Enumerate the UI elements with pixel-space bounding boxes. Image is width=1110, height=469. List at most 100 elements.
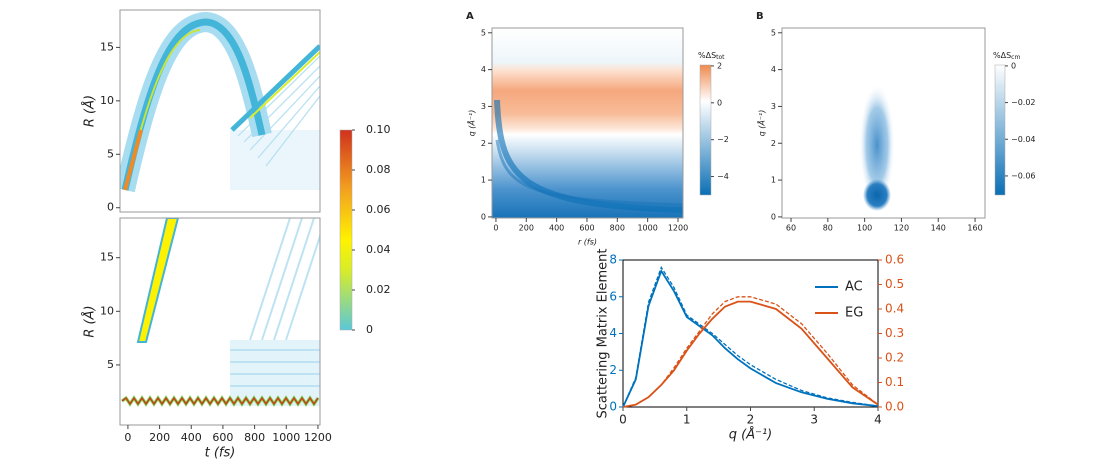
y-tick-label: 2 [481, 139, 486, 148]
x-tick-label: 0 [493, 224, 498, 233]
y2-tick-label: 0.3 [885, 326, 904, 340]
y-tick-label: 1 [771, 176, 776, 185]
y2-tick-label: 0.2 [885, 351, 904, 365]
x-tick-label: 400 [181, 431, 202, 444]
y-tick-label: 3 [481, 102, 486, 111]
colorbar-tick-label: 0.04 [366, 243, 391, 256]
colorbar-tick-label: −0.04 [1011, 135, 1036, 144]
x-tick-label: 0 [124, 431, 131, 444]
y-tick-label: 4 [609, 326, 617, 340]
colorbar-tick-label: 0.06 [366, 203, 391, 216]
y-tick-label: 15 [100, 251, 114, 264]
colorbar-tick-label: 0.10 [366, 123, 391, 136]
x-tick-label: 4 [874, 413, 882, 427]
y-tick-label: 5 [107, 147, 114, 160]
y-tick-label: 10 [100, 94, 114, 107]
x-tick-label: 1000 [272, 431, 300, 444]
x-tick-label: 400 [549, 224, 564, 233]
x-tick-label: 1200 [304, 431, 332, 444]
colorbar [994, 64, 1006, 196]
y-tick-label: 0 [771, 212, 776, 221]
plot-frame [119, 9, 321, 213]
x-tick-label: 60 [786, 224, 796, 233]
y2-tick-label: 0.0 [885, 400, 904, 414]
colorbar-label: %ΔScm [993, 51, 1020, 61]
y-tick-label: 6 [609, 289, 617, 303]
heatmap-content [121, 218, 320, 407]
y2-tick-label: 0.6 [885, 253, 904, 267]
colorbar-tick-label: 0.02 [366, 283, 391, 296]
panel-label: A [466, 11, 474, 22]
x-tick-label: 120 [894, 224, 909, 233]
colorbar-tick-label: 2 [717, 61, 722, 70]
y-axis-label: Scattering Matrix Element [596, 248, 611, 418]
x-tick-label: 600 [579, 224, 594, 233]
y-axis-label: R (Å) [82, 95, 98, 127]
y2-tick-label: 0.1 [885, 375, 904, 389]
y2-tick-label: 0.4 [885, 302, 904, 316]
heatmap-content [492, 28, 895, 218]
panel-label: B [756, 11, 764, 22]
y-tick-label: 4 [481, 65, 486, 74]
y-tick-label: 10 [100, 304, 114, 317]
colorbar-tick-label: 0.08 [366, 163, 391, 176]
colorbar-tick-label: 0 [717, 98, 722, 107]
x-tick-label: 140 [931, 224, 946, 233]
x-tick-label: 1200 [668, 224, 688, 233]
heatmap-content [120, 11, 320, 193]
colorbar-tick-label: −4 [717, 172, 729, 181]
y-tick-label: 4 [771, 65, 776, 74]
x-tick-label: 1000 [637, 224, 657, 233]
colorbar-label-main: %ΔS [698, 51, 716, 60]
y-tick-label: 1 [481, 176, 486, 185]
x-axis-label: r (fs) [578, 238, 597, 247]
y-tick-label: 0 [107, 201, 114, 214]
colorbar-label: %ΔStot [698, 51, 725, 61]
y-tick-label: 3 [771, 102, 776, 111]
legend-label: AC [845, 280, 863, 295]
colorbar-label-sub: cm [1011, 54, 1020, 61]
x-tick-label: 100 [857, 224, 872, 233]
x-tick-label: 1 [683, 413, 691, 427]
x-axis-label: q (Å⁻¹) [729, 427, 773, 443]
plot-frame [491, 27, 684, 219]
y-tick-label: 0 [481, 212, 486, 221]
series-line-dashed [622, 265, 879, 408]
colorbar-tick-label: −0.06 [1011, 171, 1036, 180]
y-tick-label: 0 [609, 400, 617, 414]
x-tick-label: 2 [747, 413, 755, 427]
y2-tick-label: 0.5 [885, 277, 904, 291]
x-tick-label: 800 [244, 431, 265, 444]
x-tick-label: 200 [519, 224, 534, 233]
colorbar [699, 64, 712, 196]
colorbar-label-sub: tot [716, 54, 725, 61]
series-line [622, 300, 879, 408]
x-tick-label: 80 [823, 224, 833, 233]
y-tick-label: 2 [609, 363, 617, 377]
y-axis-label: q (Å⁻¹) [466, 110, 477, 137]
x-tick-label: 160 [967, 224, 982, 233]
plot-frame [781, 27, 986, 219]
y-tick-label: 5 [481, 28, 486, 37]
x-tick-label: 200 [149, 431, 170, 444]
y-tick-label: 5 [771, 28, 776, 37]
x-tick-label: 800 [610, 224, 625, 233]
colorbar-tick-label: 0 [1011, 61, 1016, 70]
colorbar-tick-label: 0 [366, 323, 373, 336]
colorbar-tick-label: −2 [717, 135, 729, 144]
plot-frame [119, 217, 321, 426]
series-line [622, 268, 879, 408]
y-tick-label: 2 [771, 139, 776, 148]
x-tick-label: 600 [212, 431, 233, 444]
y-axis-label: R (Å) [82, 305, 98, 337]
colorbar [339, 129, 353, 331]
series-line-dashed [622, 296, 879, 408]
legend-label: EG [845, 306, 863, 321]
x-tick-label: 0 [619, 413, 627, 427]
y-tick-label: 8 [609, 253, 617, 267]
x-tick-label: 3 [810, 413, 818, 427]
colorbar-tick-label: −0.02 [1011, 98, 1036, 107]
x-axis-label: t (fs) [205, 446, 236, 461]
y-tick-label: 5 [107, 358, 114, 371]
